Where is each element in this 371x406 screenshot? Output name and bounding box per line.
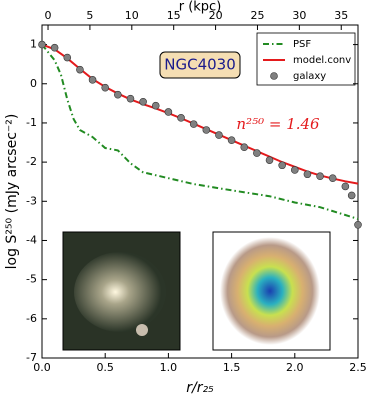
data-point	[316, 172, 324, 181]
data-point	[328, 174, 337, 182]
data-point	[126, 94, 135, 103]
data-point	[114, 90, 122, 99]
y-tick-label: -7	[26, 351, 37, 364]
x-axis-label: r/r₂₅	[186, 380, 214, 396]
legend-frame	[256, 32, 356, 86]
y-tick-label: -6	[26, 312, 37, 325]
y-tick-label: -1	[26, 116, 37, 129]
data-point	[240, 143, 249, 152]
data-point	[253, 149, 261, 157]
data-point	[303, 170, 312, 179]
data-point	[278, 161, 286, 170]
x2-tick-label: 35	[334, 9, 348, 22]
plot-frame	[41, 24, 359, 359]
x2-tick-label: 30	[292, 9, 306, 22]
data-point	[354, 221, 362, 229]
data-point	[139, 97, 147, 106]
annotation: NGC4030	[164, 56, 236, 74]
x-tick-label: 0.5	[96, 361, 114, 374]
data-point	[189, 120, 198, 128]
data-point	[177, 114, 185, 122]
data-point	[63, 53, 72, 62]
data-point	[215, 131, 223, 139]
x2-tick-label: 10	[125, 9, 139, 22]
legend-swatch	[270, 72, 278, 80]
x-tick-label: 1.5	[223, 361, 241, 374]
legend-label: PSF	[293, 39, 311, 50]
x2-tick-label: 5	[86, 9, 93, 22]
x2-tick-label: 25	[250, 9, 264, 22]
x-tick-label: 2.0	[286, 361, 304, 374]
data-point	[88, 76, 97, 84]
legend-label: galaxy	[293, 71, 326, 82]
x2-axis-label: r (kpc)	[179, 0, 222, 15]
data-point	[227, 136, 236, 144]
data-point	[341, 182, 350, 191]
y-tick-label: 1	[30, 38, 37, 51]
y-tick-label: -5	[26, 273, 37, 286]
data-point	[265, 156, 274, 164]
annotation-box	[159, 51, 241, 79]
x-tick-label: 1.0	[160, 361, 178, 374]
y-axis-label: log S²⁵⁰ (mJy arcsec⁻²)	[4, 114, 20, 270]
x2-tick-label: 0	[45, 9, 52, 22]
x-tick-label: 0.0	[33, 361, 51, 374]
annotation: n²⁵⁰ = 1.46	[236, 115, 320, 133]
y-tick-label: -2	[26, 155, 37, 168]
inset-map-galaxy	[220, 237, 320, 345]
data-point	[38, 40, 46, 49]
data-point	[101, 83, 109, 92]
x2-tick-label: 15	[167, 9, 181, 22]
x2-tick-label: 20	[209, 9, 223, 22]
y-tick-label: 0	[30, 77, 37, 90]
y-tick-label: -3	[26, 194, 37, 207]
y-tick-label: -4	[26, 233, 37, 246]
x-tick-label: 2.5	[349, 361, 367, 374]
data-point	[50, 43, 59, 52]
data-point	[76, 65, 84, 74]
data-point	[347, 191, 356, 200]
data-point	[151, 101, 160, 110]
legend-label: model.conv	[293, 55, 351, 66]
data-point	[202, 126, 211, 134]
series-line	[41, 43, 359, 220]
data-point	[290, 166, 299, 174]
inset-star	[136, 324, 148, 336]
data-point	[164, 108, 173, 116]
inset-galaxy	[74, 252, 166, 332]
